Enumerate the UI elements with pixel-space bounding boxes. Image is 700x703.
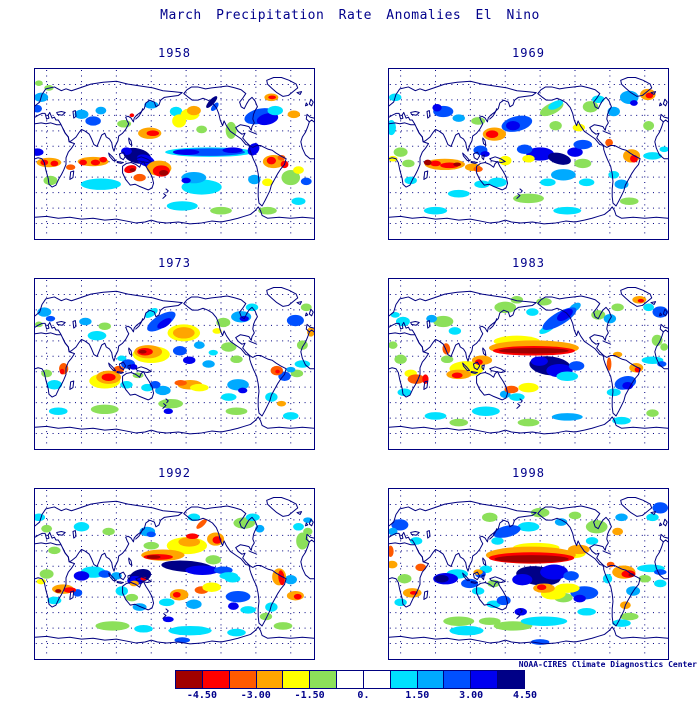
panel-1969: 1969 bbox=[388, 46, 669, 240]
colorbar-cell bbox=[336, 671, 363, 688]
panel-1958: 1958 bbox=[34, 46, 315, 240]
colorbar-cell bbox=[282, 671, 310, 688]
panel-year-label: 1992 bbox=[158, 466, 191, 480]
panel-1983: 1983 bbox=[388, 256, 669, 450]
colorbar-cell bbox=[443, 671, 471, 688]
colorbar-tick: -4.50 bbox=[186, 690, 217, 701]
map-1958 bbox=[34, 68, 315, 240]
map-1973 bbox=[34, 278, 315, 450]
colorbar-cell bbox=[255, 671, 283, 688]
colorbar-cell bbox=[470, 671, 498, 688]
panel-1992: 1992 bbox=[34, 466, 315, 660]
map-1992 bbox=[34, 488, 315, 660]
panel-1973: 1973 bbox=[34, 256, 315, 450]
colorbar-cell bbox=[201, 671, 229, 688]
colorbar-cell bbox=[497, 671, 524, 688]
panel-year-label: 1998 bbox=[512, 466, 545, 480]
figure-title: March Precipitation Rate Anomalies El Ni… bbox=[160, 8, 540, 23]
colorbar-tick: -3.00 bbox=[240, 690, 271, 701]
panel-year-label: 1973 bbox=[158, 256, 191, 270]
colorbar-cell bbox=[362, 671, 390, 688]
colorbar-tick: 0. bbox=[357, 690, 370, 701]
colorbar-cell bbox=[389, 671, 417, 688]
colorbar-tick: 3.00 bbox=[459, 690, 484, 701]
panel-year-label: 1958 bbox=[158, 46, 191, 60]
attribution-text: NOAA-CIRES Climate Diagnostics Center bbox=[518, 660, 697, 669]
colorbar-tick: 4.50 bbox=[512, 690, 538, 701]
panel-1998: 1998 bbox=[388, 466, 669, 660]
colorbar-tick: -1.50 bbox=[294, 690, 325, 701]
colorbar-cell bbox=[416, 671, 444, 688]
colorbar-cells bbox=[175, 670, 525, 689]
panel-year-label: 1983 bbox=[512, 256, 545, 270]
colorbar-cell bbox=[228, 671, 256, 688]
colorbar-cell bbox=[176, 671, 202, 688]
colorbar-tick: 1.50 bbox=[405, 690, 430, 701]
colorbar-ticks: -4.50 -3.00 -1.50 0. 1.50 3.00 4.50 bbox=[175, 690, 537, 703]
map-1983 bbox=[388, 278, 669, 450]
map-1998 bbox=[388, 488, 669, 660]
colorbar-cell bbox=[309, 671, 337, 688]
panel-year-label: 1969 bbox=[512, 46, 545, 60]
map-1969 bbox=[388, 68, 669, 240]
colorbar: -4.50 -3.00 -1.50 0. 1.50 3.00 4.50 bbox=[175, 670, 537, 703]
